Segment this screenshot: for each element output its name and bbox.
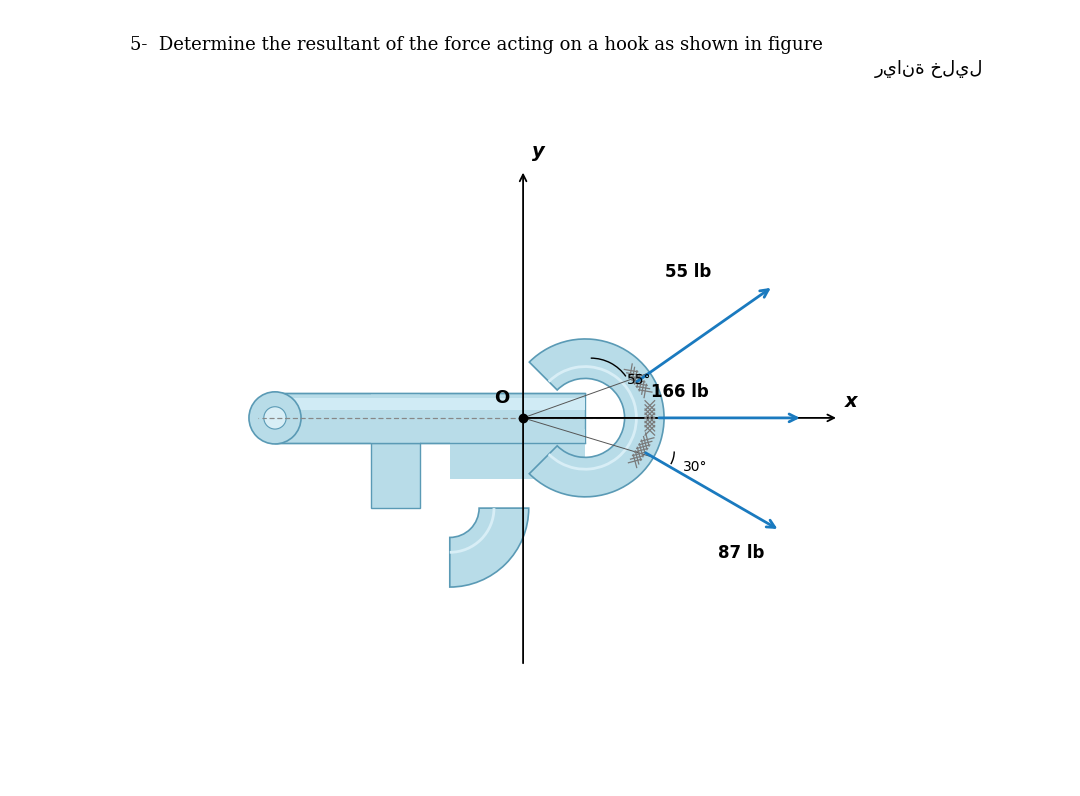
Text: 5-  Determine the resultant of the force acting on a hook as shown in figure: 5- Determine the resultant of the force … xyxy=(130,36,823,54)
Text: 166 lb: 166 lb xyxy=(650,383,708,401)
Bar xyxy=(370,393,420,443)
Bar xyxy=(275,398,585,411)
Text: ريانة خليل: ريانة خليل xyxy=(875,60,983,78)
Bar xyxy=(275,393,585,443)
Text: 55°: 55° xyxy=(626,373,651,388)
Wedge shape xyxy=(529,339,664,497)
Text: y: y xyxy=(532,142,544,161)
Text: 30°: 30° xyxy=(683,460,707,474)
Bar xyxy=(370,443,420,508)
Circle shape xyxy=(264,407,286,429)
Text: O: O xyxy=(495,388,510,407)
Text: x: x xyxy=(845,392,858,411)
Wedge shape xyxy=(449,508,529,587)
Text: 55 lb: 55 lb xyxy=(665,263,711,281)
Bar xyxy=(449,429,585,478)
Circle shape xyxy=(249,392,301,444)
Text: 87 lb: 87 lb xyxy=(718,544,765,562)
